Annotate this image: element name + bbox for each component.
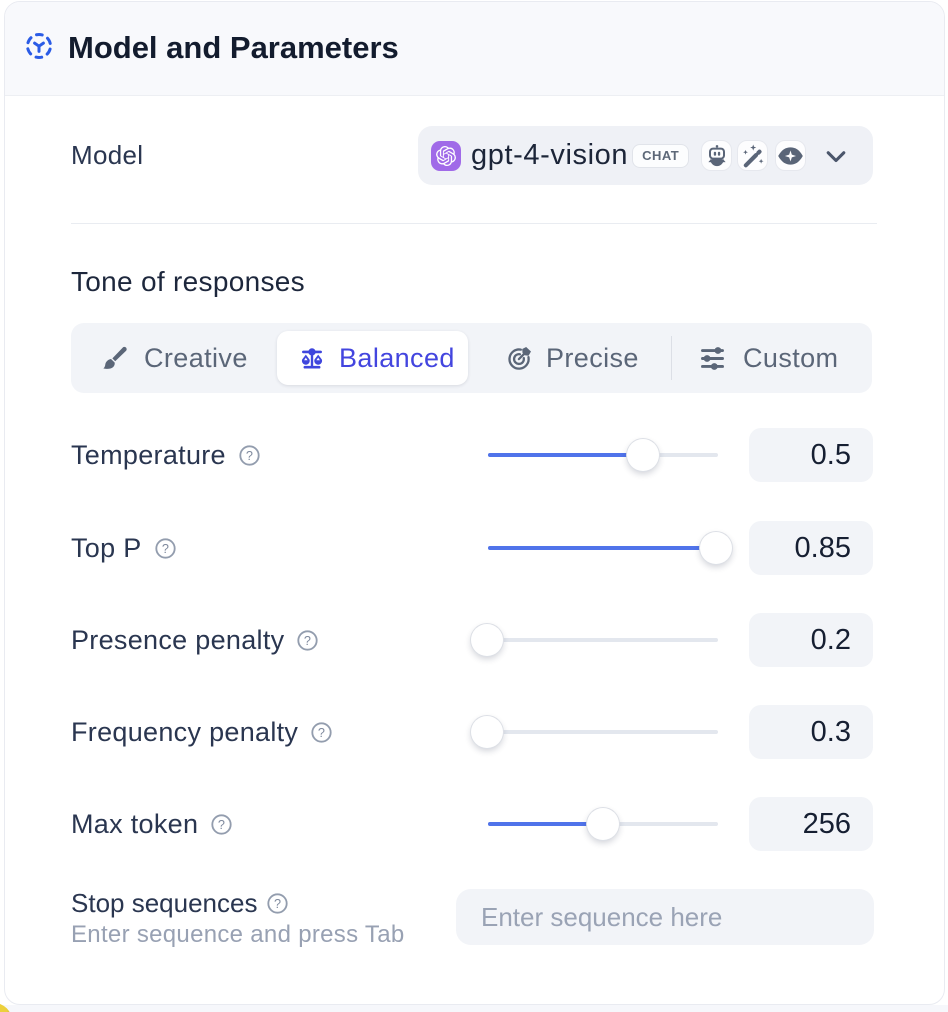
svg-text:?: ? [274, 896, 281, 910]
svg-text:?: ? [161, 541, 168, 555]
svg-text:?: ? [218, 817, 225, 831]
svg-text:?: ? [318, 725, 325, 739]
svg-text:?: ? [304, 633, 311, 647]
svg-text:?: ? [246, 448, 253, 462]
